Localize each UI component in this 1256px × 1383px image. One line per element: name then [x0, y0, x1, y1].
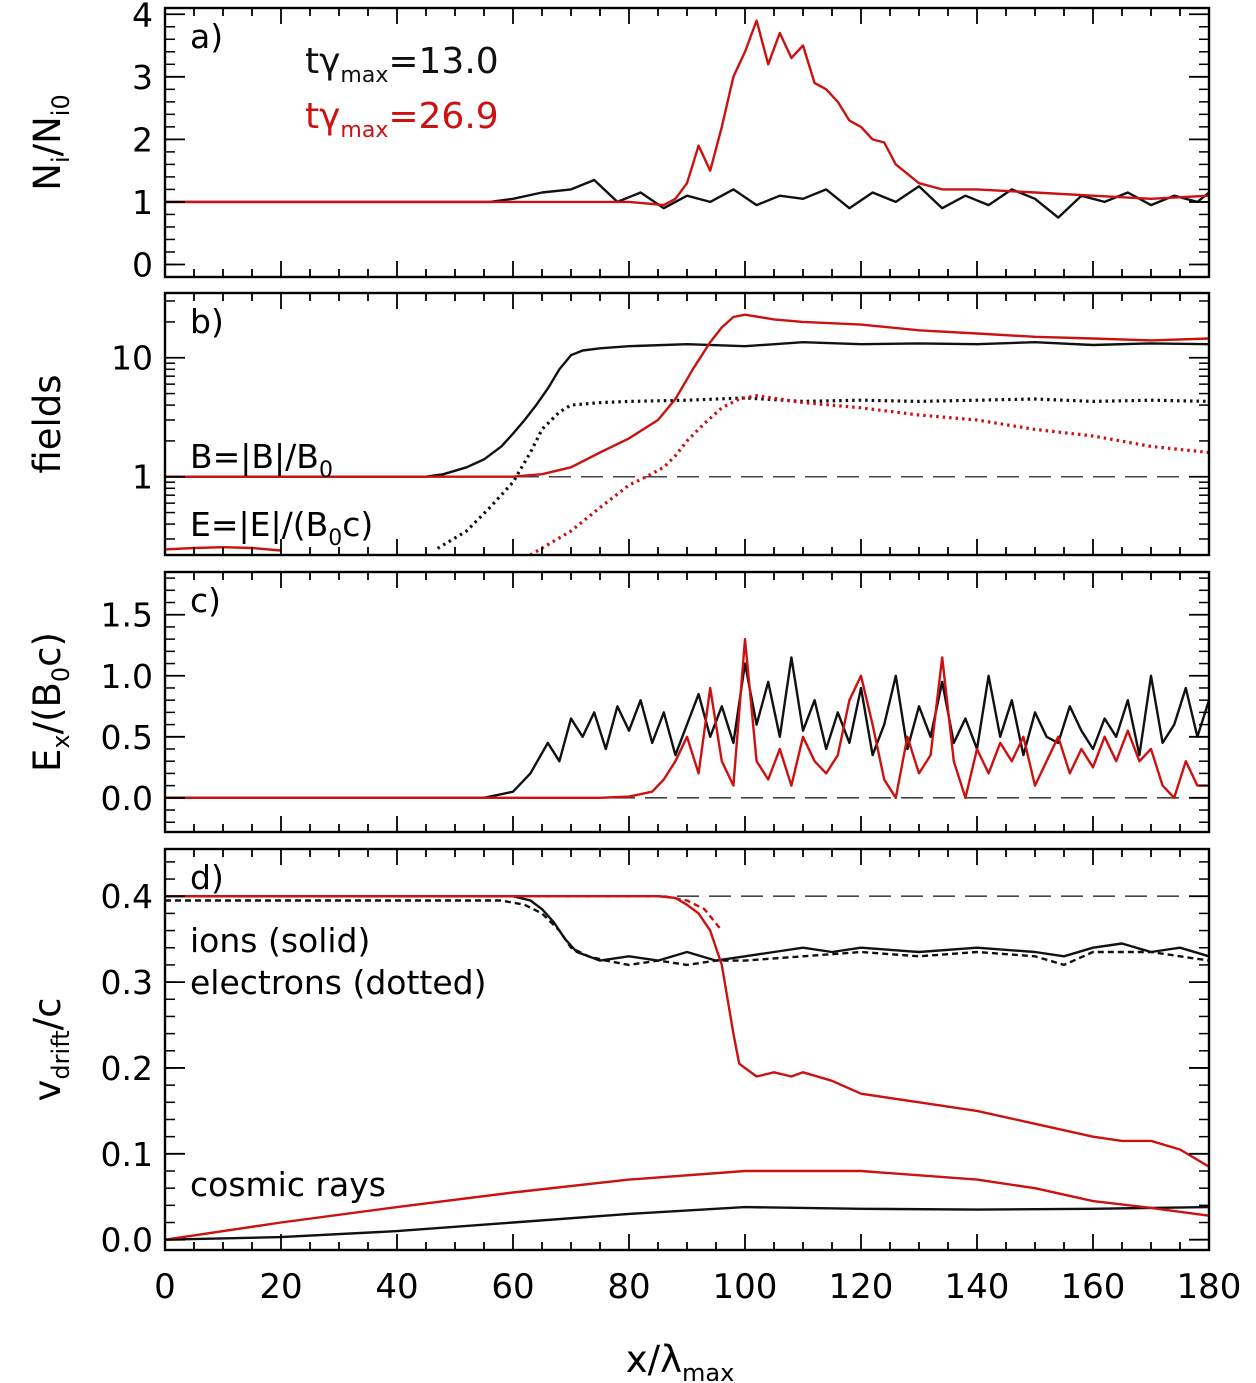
y-axis-label-part-c: 0 [47, 667, 75, 682]
x-tick-label-9: 180 [1177, 1267, 1242, 1307]
series-group-a [165, 19, 1209, 219]
series-group-c [165, 637, 1209, 799]
drift-annotation-2: cosmic rays [190, 1165, 386, 1204]
y-axis-label-b: fields [26, 374, 69, 473]
y-axis-label-part-d: /c [26, 998, 69, 1031]
y-axis-label-part-c: /(B [26, 682, 69, 734]
y-tick-label-a-2: 2 [132, 120, 153, 159]
panel-a: 0 1 2 3 4 a) Ni/Ni0 tγmax=13.0 tγmax=26.9 [26, 0, 1211, 284]
y-axis-label-part-d: drift [47, 1030, 75, 1079]
series-line-b-1 [165, 313, 1209, 478]
y-axis-label-part-d: v [26, 1080, 69, 1102]
y-axis-label-d: vdrift/c [26, 998, 75, 1102]
y-tick-label-d-3: 0.3 [101, 963, 153, 1002]
y-axis-label-part-c: x [47, 734, 75, 748]
panel-b: 1 10 b) fields B=|B|/B0 E=|E|/(B0c) [26, 291, 1211, 557]
y-tick-label-c-3: 1.5 [101, 596, 153, 635]
legend-entry-0: tγmax=13.0 [305, 41, 499, 88]
series-line-c-0 [165, 656, 1209, 799]
y-tick-label-c-1: 0.5 [101, 718, 153, 757]
x-axis-label-main: x/λ [626, 1338, 682, 1381]
y-tick-label-a-4: 4 [132, 0, 153, 34]
y-tick-label-c-2: 1.0 [101, 657, 153, 696]
x-tick-label-8: 160 [1061, 1267, 1126, 1307]
y-tick-label-a-3: 3 [132, 58, 153, 97]
x-tick-label-6: 120 [829, 1267, 894, 1307]
x-axis-tick-labels: 0 20 40 60 80 100 120 140 160 180 [154, 1267, 1241, 1307]
panel-label-c: c) [190, 581, 221, 620]
panel-label-a: a) [190, 17, 223, 56]
x-tick-label-1: 20 [259, 1267, 302, 1307]
y-axis-label-a: Ni/Ni0 [26, 94, 75, 190]
x-axis-label-sub: max [682, 1359, 734, 1383]
series-line-a-1 [165, 19, 1209, 207]
drift-annotation-1: electrons (dotted) [190, 963, 487, 1002]
panel-c: 0.00.51.01.5 c)Ex/(B0c) [26, 570, 1211, 834]
y-tick-label-b-0: 1 [132, 458, 153, 497]
y-axis-label-part-a: /N [26, 116, 69, 156]
x-tick-label-7: 140 [945, 1267, 1010, 1307]
series-line-b-2 [436, 396, 1209, 550]
x-tick-label-0: 0 [154, 1267, 176, 1307]
panel-label-d: d) [190, 858, 224, 897]
field-annotation-1: E=|E|/(B0c) [190, 505, 373, 551]
series-line-a-0 [165, 178, 1209, 219]
series-line-d-4 [165, 1205, 1209, 1241]
y-axis-label-part-c: c) [26, 632, 69, 667]
panel-d: 0.0 0.1 0.2 0.3 0.4 d) vdrift/c ions (solid)ele… [26, 847, 1211, 1260]
x-tick-label-2: 40 [375, 1267, 418, 1307]
series-line-d-1 [165, 899, 1209, 967]
drift-annotation-0: ions (solid) [190, 921, 370, 960]
series-line-d-5 [165, 1169, 1209, 1241]
y-tick-label-d-4: 0.4 [101, 877, 153, 916]
legend-entry-1: tγmax=26.9 [305, 96, 499, 143]
panel-frame-c [163, 570, 1211, 834]
y-tick-label-a-1: 1 [132, 183, 153, 222]
series-line-d-3 [165, 895, 723, 932]
y-tick-label-a-0: 0 [132, 245, 153, 284]
y-tick-label-b-1: 10 [111, 339, 153, 378]
y-axis-label-part-a: i0 [47, 94, 75, 116]
panel-label-b: b) [190, 302, 224, 341]
series-line-d-2 [165, 895, 1209, 1168]
series-line-c-1 [165, 637, 1209, 799]
x-axis-label: x/λmax [626, 1338, 735, 1383]
x-tick-label-4: 80 [607, 1267, 650, 1307]
field-annotation-0: B=|B|/B0 [190, 437, 333, 483]
y-axis-label-part-c: E [26, 749, 69, 772]
x-tick-label-5: 100 [713, 1267, 778, 1307]
series-group-d [165, 895, 1209, 1241]
y-tick-label-c-0: 0.0 [101, 779, 153, 818]
x-tick-label-3: 60 [491, 1267, 534, 1307]
series-line-b-0 [165, 341, 1209, 478]
y-axis-label-c: Ex/(B0c) [26, 632, 75, 772]
y-tick-label-d-1: 0.1 [101, 1135, 153, 1174]
y-tick-label-d-0: 0.0 [101, 1221, 153, 1260]
series-line-b-3 [529, 394, 1209, 555]
y-axis-label-part-a: N [26, 163, 69, 191]
y-tick-label-d-2: 0.2 [101, 1049, 153, 1088]
y-axis-label-part-a: i [47, 156, 75, 163]
